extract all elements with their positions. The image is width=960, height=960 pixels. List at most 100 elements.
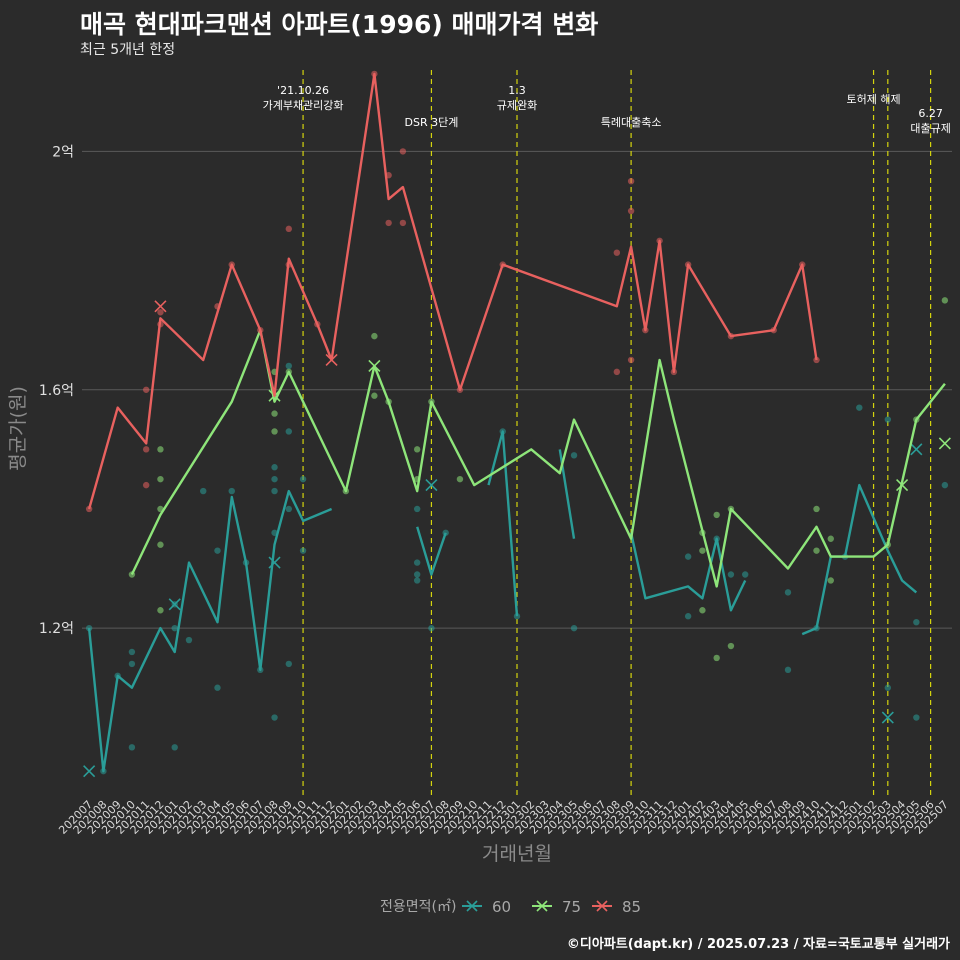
policy-marker-label: DSR 3단계 bbox=[405, 116, 459, 129]
data-point bbox=[285, 362, 293, 370]
data-point bbox=[142, 386, 150, 393]
series-line bbox=[130, 329, 946, 588]
extreme-marker bbox=[910, 443, 923, 456]
data-point bbox=[157, 446, 164, 453]
data-point bbox=[627, 356, 635, 364]
data-point bbox=[142, 481, 150, 489]
data-point bbox=[699, 547, 706, 554]
data-point bbox=[285, 505, 293, 513]
y-tick-label: 1.2억 bbox=[39, 621, 74, 637]
data-point bbox=[613, 249, 621, 256]
chart-caption: ©디아파트(dapt.kr) / 2025.07.23 / 자료=국토교통부 실… bbox=[566, 937, 950, 952]
data-point bbox=[142, 446, 150, 453]
series-line bbox=[87, 430, 918, 773]
y-axis-title: 평균가(원) bbox=[7, 386, 29, 471]
legend-key-cross bbox=[596, 900, 608, 912]
data-point bbox=[271, 475, 278, 483]
data-point bbox=[941, 297, 949, 304]
data-point bbox=[171, 744, 178, 751]
y-tick-label: 2억 bbox=[52, 144, 74, 160]
data-point bbox=[200, 487, 207, 495]
data-point bbox=[157, 475, 164, 483]
data-point bbox=[285, 225, 293, 233]
policy-marker-label: '21.10.26 bbox=[277, 84, 329, 97]
legend-label: 60 bbox=[492, 898, 511, 916]
data-point bbox=[413, 446, 421, 453]
policy-marker-label: 대출규제 bbox=[910, 122, 950, 135]
data-point bbox=[371, 332, 378, 340]
data-point bbox=[827, 577, 834, 584]
data-point bbox=[228, 487, 235, 495]
extreme-marker bbox=[368, 359, 381, 372]
data-point bbox=[128, 648, 136, 656]
data-point bbox=[157, 541, 164, 548]
data-point bbox=[214, 547, 221, 554]
data-point bbox=[727, 571, 735, 578]
data-point bbox=[214, 684, 221, 691]
extreme-marker bbox=[268, 556, 281, 569]
data-point bbox=[456, 475, 464, 483]
data-point bbox=[913, 618, 920, 626]
policy-marker-label: 가계부채관리강화 bbox=[263, 99, 344, 112]
data-point bbox=[157, 309, 164, 316]
data-point bbox=[271, 714, 278, 721]
data-point bbox=[157, 607, 164, 614]
data-point bbox=[684, 553, 692, 560]
data-point bbox=[570, 624, 578, 632]
data-point bbox=[271, 487, 278, 495]
legend-label: 75 bbox=[562, 898, 581, 916]
legend-label: 85 bbox=[622, 898, 641, 916]
data-point bbox=[913, 714, 920, 721]
series-line bbox=[87, 72, 818, 510]
data-point bbox=[271, 464, 278, 471]
data-point bbox=[271, 410, 278, 417]
data-point bbox=[813, 547, 820, 554]
data-point bbox=[285, 660, 293, 668]
policy-marker-label: 특례대출축소 bbox=[601, 116, 662, 129]
extreme-marker bbox=[325, 353, 338, 367]
data-point bbox=[399, 219, 407, 227]
data-point bbox=[271, 428, 278, 435]
legend-title: 전용면적(㎡) bbox=[380, 899, 456, 915]
legend: 전용면적(㎡) 60 75 85 bbox=[380, 898, 641, 916]
extreme-marker bbox=[425, 479, 438, 492]
data-point bbox=[428, 624, 435, 632]
chart-title: 매곡 현대파크맨션 아파트(1996) 매매가격 변화 bbox=[80, 10, 599, 39]
extreme-marker bbox=[881, 711, 894, 724]
data-point bbox=[813, 505, 820, 513]
data-point bbox=[371, 392, 378, 399]
y-tick-label: 1.6억 bbox=[39, 383, 74, 399]
policy-marker-label: 규제완화 bbox=[497, 99, 537, 112]
policy-marker-label: 6.27 bbox=[918, 107, 943, 120]
data-point bbox=[827, 535, 834, 542]
data-point bbox=[413, 577, 421, 584]
extreme-marker bbox=[154, 300, 167, 313]
extreme-marker bbox=[896, 479, 909, 492]
data-point bbox=[713, 654, 720, 662]
chart-subtitle: 최근 5개년 한정 bbox=[80, 42, 176, 58]
series-85 bbox=[85, 70, 820, 513]
legend-key-cross bbox=[536, 900, 548, 912]
extreme-marker bbox=[83, 765, 96, 778]
extreme-marker bbox=[168, 598, 181, 611]
data-point bbox=[513, 613, 521, 620]
data-point bbox=[699, 607, 706, 614]
legend-key-cross bbox=[466, 900, 478, 912]
data-point bbox=[185, 636, 193, 644]
data-point bbox=[299, 547, 307, 554]
data-point bbox=[399, 148, 407, 155]
data-point bbox=[627, 207, 635, 215]
data-point bbox=[684, 613, 692, 620]
x-axis-title: 거래년월 bbox=[482, 843, 552, 865]
data-point bbox=[884, 684, 892, 691]
extreme-marker bbox=[938, 437, 951, 450]
data-point bbox=[385, 219, 392, 227]
data-point bbox=[784, 666, 792, 674]
data-point bbox=[413, 559, 421, 566]
data-point bbox=[784, 589, 792, 596]
data-point bbox=[128, 660, 136, 668]
data-point bbox=[299, 475, 307, 483]
data-point bbox=[613, 368, 621, 376]
policy-marker-label: 1.3 bbox=[508, 84, 526, 97]
